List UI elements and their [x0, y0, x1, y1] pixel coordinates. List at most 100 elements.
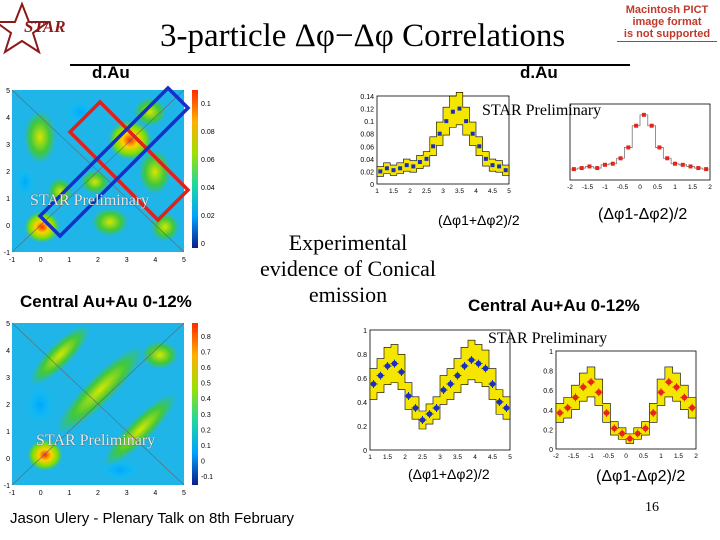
auau-heatmap-blobs — [26, 325, 178, 480]
colorbar-tick: 0.1 — [201, 443, 211, 450]
data-point — [571, 167, 576, 172]
histogram-line — [570, 114, 710, 170]
sum-axis-label-top: (Δφ1+Δφ2)/2 — [438, 212, 520, 228]
dau-diff-chart: -2 -1.5 -1 -0.5 0 0.5 1 1.5 2 — [567, 103, 712, 191]
data-point — [457, 106, 462, 111]
heatmap-y-tick: 5 — [6, 88, 10, 95]
colorbar-tick: 0.06 — [201, 157, 215, 164]
x-tick: 3.5 — [453, 454, 462, 461]
auau-diff-chart: 10.80.60.40.20-2 -1.5 -1 -0.5 0 0.5 1 1.5 2 — [543, 349, 698, 460]
data-point — [470, 131, 475, 136]
x-tick: 1.5 — [674, 453, 683, 460]
data-point — [641, 112, 646, 117]
data-point — [680, 162, 685, 167]
x-tick: -0.5 — [603, 453, 615, 460]
data-point — [649, 123, 654, 128]
heatmap-x-tick: 0 — [39, 490, 43, 497]
x-tick: -1.5 — [568, 453, 580, 460]
data-point — [634, 123, 639, 128]
y-tick: 0.2 — [543, 427, 553, 434]
star-logo-text: STAR — [24, 17, 66, 36]
data-point — [497, 164, 502, 169]
x-tick: 1.5 — [688, 184, 697, 191]
data-point — [417, 160, 422, 164]
heatmap-y-tick: 1 — [6, 429, 10, 436]
data-point — [626, 145, 631, 150]
x-tick: -1 — [588, 453, 594, 460]
page-title: 3-particle Δφ−Δφ Correlations — [160, 18, 566, 54]
heatmap-y-tick: 1 — [6, 196, 10, 203]
data-point — [378, 169, 383, 174]
heatmap-y-tick: 4 — [6, 348, 10, 355]
heatmap-x-tick: 3 — [125, 257, 129, 264]
page-number: 16 — [645, 500, 659, 515]
y-tick: 0 — [549, 447, 553, 454]
x-tick: 3 — [438, 454, 442, 461]
auau-heatmap-chart: -1 0 1 2 3 4 5 5 4 3 2 1 0 -1 0.8 0.7 0.6 0.5 0.4 0.3 0.2 0.1… — [4, 321, 213, 497]
colorbar-tick: 0.7 — [201, 350, 211, 357]
data-point — [398, 166, 403, 171]
heatmap-y-tick: 2 — [6, 169, 10, 176]
auau-sum-chart: 10.80.60.40.201 1.5 2 2.5 3 3.5 4 4.5 5 — [357, 328, 512, 461]
star-logo-shape — [0, 1, 52, 55]
heatmap-y-tick: 4 — [6, 115, 10, 122]
note-line: Experimental — [288, 230, 408, 255]
heatmap-x-tick: 0 — [39, 257, 43, 264]
heatmap-x-tick: 1 — [67, 257, 71, 264]
prelim-label-bottom-left: STAR Preliminary — [36, 432, 156, 449]
heatmap-x-tick: 5 — [182, 257, 186, 264]
data-point — [450, 109, 455, 114]
y-tick: 0.4 — [543, 408, 553, 415]
central-auau-left-label: Central Au+Au 0-12% — [20, 292, 192, 311]
data-point — [610, 161, 615, 166]
heatmap-x-tick: 3 — [125, 490, 129, 497]
y-tick: 0.4 — [357, 400, 367, 407]
data-point — [411, 164, 416, 169]
y-tick: 0.08 — [360, 132, 374, 139]
y-tick: 0.6 — [543, 388, 553, 395]
colorbar-tick: -0.1 — [201, 474, 213, 481]
data-point — [595, 166, 600, 171]
dau-heatmap-chart: -1 0 1 2 3 4 5 5 4 3 2 1 0 -1 0.1 0.08 0.06 0.04 0.02 0 — [4, 85, 215, 264]
data-point — [431, 144, 436, 149]
x-tick: -2 — [567, 184, 573, 191]
heatmap-x-tick: -1 — [9, 257, 15, 264]
conical-emission-note: Experimental evidence of Conical emissio… — [258, 230, 438, 308]
x-tick: 2 — [408, 188, 412, 195]
dau-selection-box-blue — [37, 85, 191, 239]
data-point — [696, 166, 701, 171]
y-tick: 0.8 — [357, 352, 367, 359]
colorbar-tick: 0.5 — [201, 381, 211, 388]
x-tick: 1 — [368, 454, 372, 461]
heatmap-x-tick: 5 — [182, 490, 186, 497]
data-point — [503, 168, 508, 173]
plot-frame — [569, 103, 711, 181]
colorbar-tick: 0.08 — [201, 129, 215, 136]
data-point — [404, 163, 409, 168]
error-band — [369, 339, 511, 430]
y-tick: 0.06 — [360, 144, 374, 151]
pict-notice-line: Macintosh PICT — [625, 4, 709, 16]
heatmap-y-tick: -1 — [4, 483, 10, 490]
dau-right-label: d.Au — [520, 63, 558, 82]
heatmap-y-tick: 0 — [6, 456, 10, 463]
y-tick: 0.02 — [360, 169, 374, 176]
error-band — [555, 366, 697, 444]
data-point — [587, 164, 592, 169]
y-tick: 0.14 — [360, 94, 374, 101]
x-tick: -1 — [602, 184, 608, 191]
data-point — [618, 156, 623, 161]
data-point — [603, 162, 607, 167]
heatmap-y-tick: 0 — [6, 223, 10, 230]
colorbar-tick: 0.04 — [201, 185, 215, 192]
y-tick: 0.12 — [360, 107, 374, 114]
colorbar-tick: 0 — [201, 458, 205, 465]
auau-colorbar — [192, 323, 198, 485]
y-tick: 0 — [363, 448, 367, 455]
x-tick: 1.5 — [389, 188, 398, 195]
y-tick: 0.04 — [360, 157, 374, 164]
x-tick: 2 — [708, 184, 712, 191]
heatmap-x-tick: -1 — [9, 490, 15, 497]
x-tick: 4.5 — [488, 454, 497, 461]
footer-text: Jason Ulery - Plenary Talk on 8th Februa… — [10, 510, 295, 527]
